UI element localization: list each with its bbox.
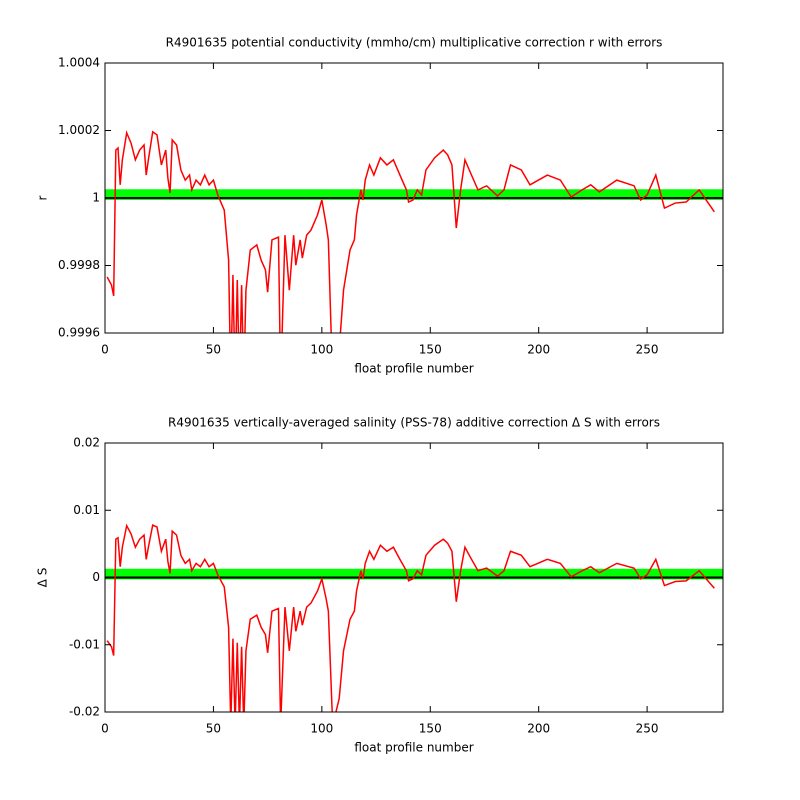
y-axis-label: r	[36, 195, 50, 200]
x-tick-label: 0	[101, 722, 109, 736]
x-tick-label: 100	[310, 722, 333, 736]
x-axis-label: float profile number	[354, 741, 473, 755]
x-tick-label: 50	[206, 343, 221, 357]
chart-title: R4901635 vertically-averaged salinity (P…	[168, 416, 660, 430]
chart-title: R4901635 potential conductivity (mmho/cm…	[166, 36, 663, 50]
y-axis-label: Δ S	[36, 568, 50, 588]
x-tick-label: 0	[101, 343, 109, 357]
plot-area	[105, 523, 723, 712]
data-line	[106, 130, 715, 333]
y-tick-label: 1.0002	[58, 123, 100, 137]
plot-area	[105, 130, 723, 333]
x-tick-label: 150	[419, 343, 442, 357]
x-axis-label: float profile number	[354, 362, 473, 376]
error-band	[105, 189, 723, 200]
y-tick-label: 0.9996	[58, 326, 100, 340]
x-tick-label: 100	[310, 343, 333, 357]
y-tick-label: 1.0004	[58, 56, 100, 70]
x-tick-label: 250	[636, 343, 659, 357]
x-tick-label: 200	[527, 722, 550, 736]
y-tick-label: 0.02	[73, 436, 100, 450]
error-band	[105, 568, 723, 580]
y-tick-label: -0.02	[69, 705, 100, 719]
y-tick-label: 0	[92, 570, 100, 584]
y-tick-label: 0.01	[73, 503, 100, 517]
x-tick-label: 200	[527, 343, 550, 357]
y-tick-label: 1	[92, 191, 100, 205]
x-tick-label: 50	[206, 722, 221, 736]
y-tick-label: -0.01	[69, 637, 100, 651]
x-tick-label: 250	[636, 722, 659, 736]
x-tick-label: 150	[419, 722, 442, 736]
y-tick-label: 0.9998	[58, 258, 100, 272]
data-line	[106, 523, 715, 712]
